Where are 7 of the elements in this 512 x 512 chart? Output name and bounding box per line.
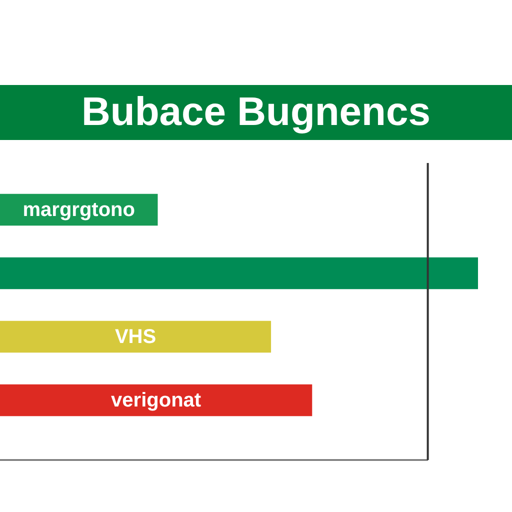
y-tick-label: margrgtono [22,198,135,221]
bar [0,257,478,290]
y-tick-label: verigonat [111,389,202,412]
chart-title: Bubace Bugnencs [82,90,430,134]
bar [0,384,312,416]
y-tick-label: VHS [114,326,156,348]
bar [0,320,272,353]
